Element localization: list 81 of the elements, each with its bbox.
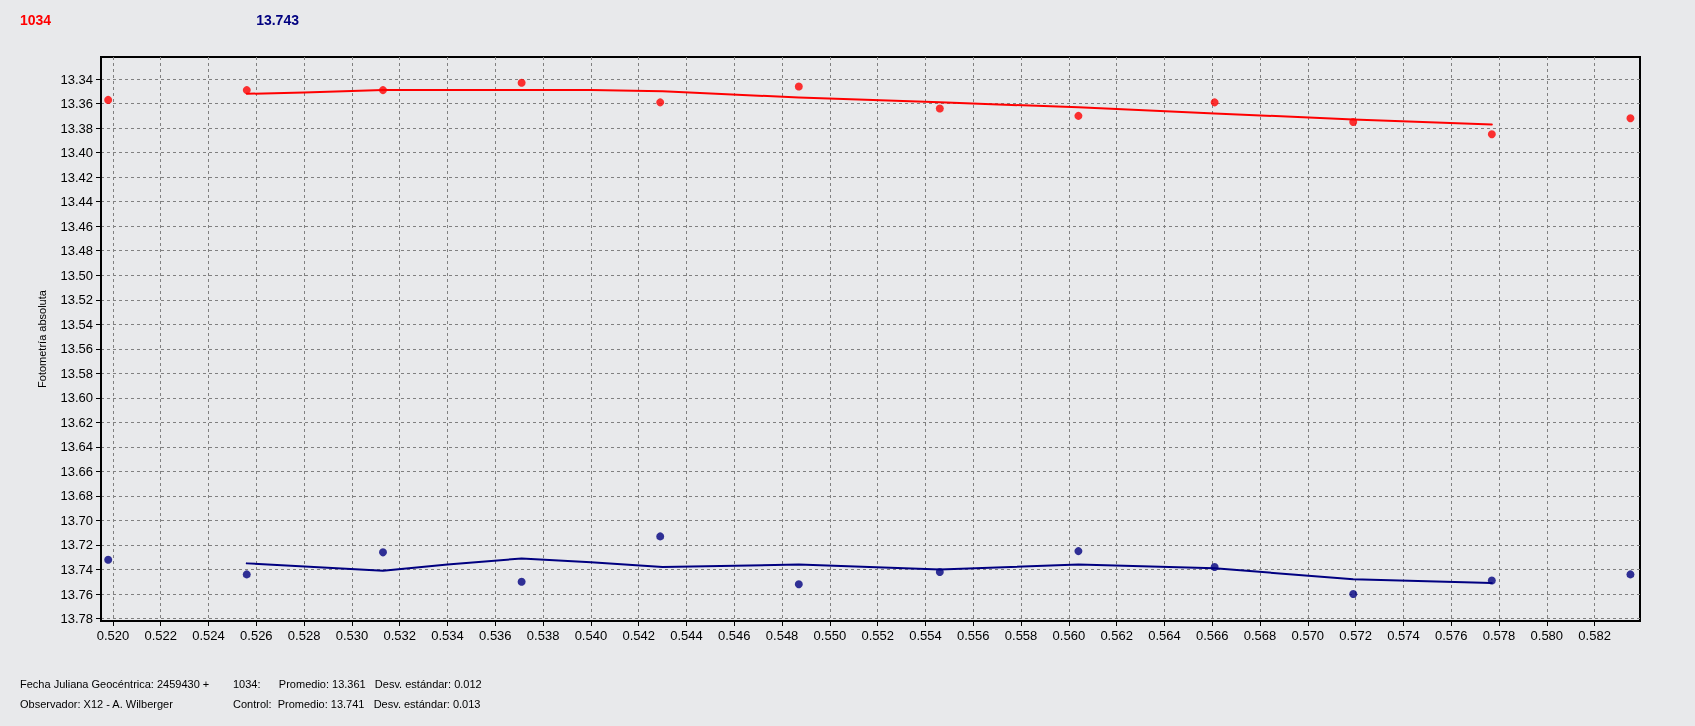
- x-tick-label: 0.520: [96, 628, 130, 643]
- y-tick-label: 13.58: [60, 365, 93, 381]
- y-tick-label: 13.50: [60, 267, 93, 283]
- y-tick-label: 13.72: [60, 537, 93, 553]
- point: [656, 98, 665, 107]
- x-tick-label: 0.532: [383, 628, 416, 643]
- x-tick-label: 0.566: [1195, 628, 1229, 643]
- x-tick-label: 0.576: [1434, 628, 1468, 643]
- y-tick-label: 13.78: [60, 611, 93, 627]
- x-tick-label: 0.578: [1482, 628, 1516, 643]
- point: [104, 95, 113, 104]
- x-tick-label: 0.528: [287, 628, 321, 643]
- point: [794, 82, 803, 91]
- point: [1074, 547, 1083, 556]
- x-tick-label: 0.554: [909, 628, 942, 643]
- point: [1074, 111, 1083, 120]
- x-tick-label: 0.536: [479, 628, 512, 643]
- text: Fecha Juliana Geocéntrica: 2459430 +: [20, 677, 210, 690]
- x-tick-label: 0.524: [192, 628, 225, 643]
- point: [1210, 98, 1219, 107]
- x-tick-label: 0.560: [1052, 628, 1086, 643]
- text: 13.743: [256, 12, 300, 28]
- point: [935, 104, 944, 113]
- x-tick-label: 0.548: [765, 628, 799, 643]
- x-tick-label: 0.542: [622, 628, 655, 643]
- x-tick-label: 0.550: [813, 628, 847, 643]
- y-tick-label: 13.70: [60, 512, 93, 528]
- y-tick-label: 13.34: [60, 71, 93, 87]
- point: [656, 532, 665, 541]
- x-tick-label: 0.580: [1530, 628, 1564, 643]
- y-tick-label: 13.36: [60, 96, 93, 112]
- point: [1349, 590, 1358, 599]
- text: 1034: Promedio: 13.361 Desv. estándar: 0.012: [233, 677, 482, 690]
- text: Observador: X12 - A. Wilberger: [20, 697, 174, 710]
- point: [794, 580, 803, 589]
- x-tick-label: 0.556: [956, 628, 990, 643]
- x-tick-label: 0.540: [574, 628, 608, 643]
- y-axis-title: Fotometría absoluta: [35, 289, 48, 388]
- y-tick-label: 13.62: [60, 414, 93, 430]
- point: [517, 577, 526, 586]
- y-tick-label: 13.60: [60, 390, 93, 406]
- y-tick-label: 13.42: [60, 169, 93, 185]
- x-tick-label: 0.544: [670, 628, 703, 643]
- y-tick-label: 13.64: [60, 439, 93, 455]
- point: [242, 86, 251, 95]
- x-tick-label: 0.522: [144, 628, 178, 643]
- x-tick-label: 0.558: [1004, 628, 1038, 643]
- y-tick-label: 13.38: [60, 120, 93, 136]
- y-tick-label: 13.44: [60, 194, 93, 210]
- x-tick-label: 0.572: [1339, 628, 1372, 643]
- y-tick-label: 13.48: [60, 243, 93, 259]
- point: [379, 548, 387, 557]
- x-tick-label: 0.562: [1100, 628, 1133, 643]
- point: [1487, 130, 1496, 139]
- y-tick-label: 13.40: [60, 145, 93, 161]
- x-tick-label: 0.538: [526, 628, 560, 643]
- y-tick-label: 13.76: [60, 586, 93, 602]
- point: [1626, 570, 1635, 579]
- y-tick-label: 13.52: [60, 292, 93, 308]
- x-tick-label: 0.526: [240, 628, 273, 643]
- y-tick-label: 13.74: [60, 562, 93, 577]
- x-tick-label: 0.568: [1243, 628, 1277, 643]
- point: [104, 555, 113, 564]
- y-tick-label: 13.54: [60, 316, 93, 332]
- x-tick-label: 0.546: [718, 628, 751, 643]
- x-tick-label: 0.552: [861, 628, 894, 643]
- x-tick-label: 0.582: [1578, 628, 1611, 643]
- x-tick-label: 0.564: [1148, 628, 1181, 643]
- x-tick-label: 0.530: [335, 628, 369, 643]
- text: Control: Promedio: 13.741 Desv. estándar: 0.013: [233, 697, 481, 710]
- y-tick-label: 13.46: [60, 218, 93, 234]
- y-tick-label: 13.56: [60, 341, 93, 357]
- text: 1034: [20, 12, 52, 28]
- y-tick-label: 13.68: [60, 488, 93, 504]
- point: [242, 570, 251, 579]
- x-tick-label: 0.534: [431, 628, 464, 643]
- x-tick-label: 0.574: [1387, 628, 1420, 643]
- point: [517, 78, 526, 87]
- x-tick-label: 0.570: [1291, 628, 1325, 643]
- y-tick-label: 13.66: [60, 463, 93, 479]
- point: [1626, 114, 1635, 123]
